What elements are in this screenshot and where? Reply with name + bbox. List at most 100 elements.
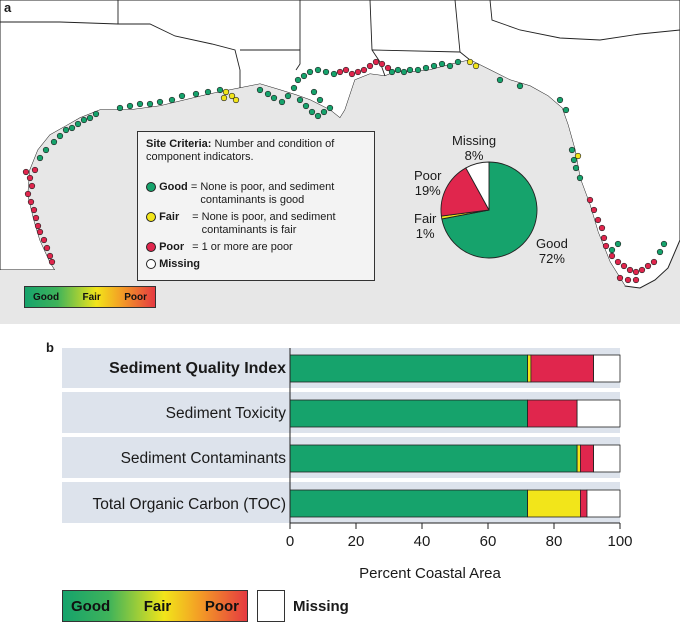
site-dot	[406, 66, 414, 74]
site-dot	[216, 86, 224, 94]
site-dot	[232, 96, 240, 104]
bar-segment-missing	[593, 444, 621, 473]
site-dot	[348, 70, 356, 78]
bottom-color-legend: Good Fair Poor	[62, 590, 248, 622]
bar-segment-good	[289, 399, 529, 428]
site-dot	[116, 104, 124, 112]
site-dot	[360, 66, 368, 74]
criteria-row-fair: Fair = None is poor, and sediment contam…	[146, 211, 352, 237]
site-dot	[336, 68, 344, 76]
criteria-subtitle: Number and condition of component indica…	[146, 138, 335, 163]
site-dot	[422, 64, 430, 72]
site-dot	[466, 58, 474, 66]
site-dot	[310, 88, 318, 96]
criteria-term: Fair	[159, 211, 180, 223]
site-dot	[354, 68, 362, 76]
legend-good: Good	[33, 291, 60, 303]
legend-missing: Missing	[293, 598, 349, 615]
site-dot	[638, 266, 646, 274]
site-dot	[626, 266, 634, 274]
site-dot	[222, 88, 230, 96]
site-dot	[43, 244, 51, 252]
x-tick-label: 60	[479, 533, 497, 550]
site-dot	[600, 234, 608, 242]
site-dot	[562, 106, 570, 114]
criteria-term: Missing	[159, 258, 201, 270]
x-axis-title: Percent Coastal Area	[359, 565, 501, 582]
site-dot	[256, 86, 264, 94]
legend-good: Good	[71, 597, 111, 615]
criteria-desc: None is poor, and sediment contaminants …	[200, 181, 335, 206]
pie-slice-poor	[440, 167, 490, 217]
site-dot	[74, 120, 82, 128]
site-dot	[22, 168, 30, 176]
site-dot	[614, 240, 622, 248]
site-dot	[570, 156, 578, 164]
site-dot	[86, 114, 94, 122]
site-dot	[660, 240, 668, 248]
bar-segment-fair	[527, 489, 581, 518]
bar-segment-good	[289, 489, 529, 518]
site-dot	[204, 88, 212, 96]
pie-label-poor: Poor 19%	[414, 168, 442, 198]
legend-fair: Fair	[143, 597, 172, 615]
criteria-row-good: Good = None is poor, and sediment contam…	[146, 181, 350, 207]
bar-series	[62, 354, 621, 518]
site-dot	[220, 94, 228, 102]
poor-dot-icon	[146, 242, 156, 253]
criteria-eq: =	[190, 181, 198, 193]
site-dot	[146, 100, 154, 108]
site-dot	[92, 110, 100, 118]
site-dot	[294, 76, 302, 84]
map-panel: a Site Criteria: Number and condition of…	[0, 0, 680, 324]
site-dot	[644, 262, 652, 270]
category-label-toxicity: Sediment Toxicity	[165, 405, 286, 422]
site-dot	[586, 196, 594, 204]
x-ticks	[289, 523, 621, 529]
site-dot	[394, 66, 402, 74]
legend-poor: Poor	[204, 597, 239, 615]
state-borders	[0, 0, 680, 88]
site-dot	[126, 102, 134, 110]
criteria-desc: 1 or more are poor	[201, 241, 293, 253]
site-dot	[28, 182, 36, 190]
site-dot	[178, 92, 186, 100]
site-dot	[590, 206, 598, 214]
site-dot	[31, 166, 39, 174]
site-dot	[620, 262, 628, 270]
site-dot	[264, 90, 272, 98]
site-dot	[496, 76, 504, 84]
site-dot	[40, 236, 48, 244]
criteria-eq: =	[192, 241, 199, 253]
site-dot	[270, 94, 278, 102]
site-dot	[556, 96, 564, 104]
site-dot	[192, 90, 200, 98]
site-dot	[572, 164, 580, 172]
site-dot	[314, 112, 322, 120]
site-dot	[278, 98, 286, 106]
category-label-toc: Total Organic Carbon (TOC)	[92, 496, 286, 513]
bar-segment-poor	[580, 489, 588, 518]
bar-segment-good	[289, 444, 578, 473]
site-dot	[430, 62, 438, 70]
good-dot-icon	[146, 182, 156, 193]
x-tick-label: 0	[285, 533, 295, 550]
criteria-title: Site Criteria:	[146, 138, 212, 150]
site-dot	[32, 214, 40, 222]
site-dot	[342, 66, 350, 74]
site-criteria-box: Site Criteria: Number and condition of c…	[137, 131, 375, 281]
site-dot	[284, 92, 292, 100]
site-dot	[314, 66, 322, 74]
site-dot	[30, 206, 38, 214]
site-dot	[414, 66, 422, 74]
bar-segment-fair	[527, 354, 532, 383]
site-dot	[68, 124, 76, 132]
panel-a-label: a	[4, 0, 12, 15]
site-dot	[602, 242, 610, 250]
site-dot	[320, 108, 328, 116]
criteria-heading: Site Criteria: Number and condition of c…	[146, 138, 366, 164]
pie-label-missing: Missing 8%	[452, 133, 497, 163]
site-dot	[34, 222, 42, 230]
pie-label-fair: Fair 1%	[414, 211, 437, 241]
